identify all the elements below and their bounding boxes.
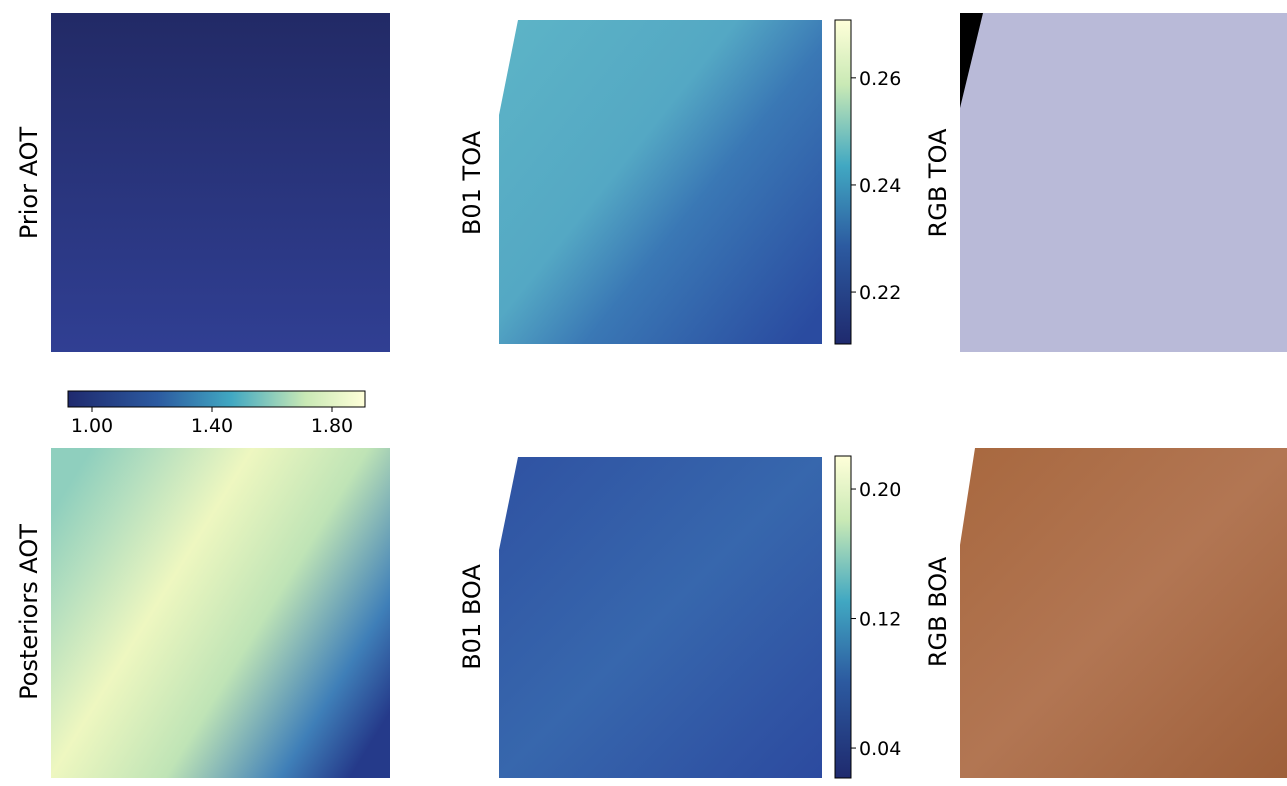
page: {"panels": [ {"label": "Prior AOT"}, {"l… [0,0,1287,786]
tick-label: 0.04 [859,738,901,760]
figure: Prior AOT B01 TOA RGB TOA Posteriors AOT… [0,0,1287,782]
panel-label: Posteriors AOT [15,524,43,700]
tick-label: 1.40 [191,415,233,437]
tick-label: 0.26 [859,68,901,90]
image-b01-toa [499,20,822,344]
panel-label: Prior AOT [15,127,43,240]
tick-label: 1.80 [311,415,353,437]
tick-label: 1.00 [71,415,113,437]
image-rgb-boa [960,448,1287,778]
tick-label: 0.22 [859,282,901,304]
panel-label: B01 BOA [458,564,486,670]
tick-label: 0.24 [859,175,901,197]
tick-label: 0.12 [859,609,901,631]
colorbar [835,456,851,778]
image-rgb-toa [960,13,1287,352]
colorbar [68,391,365,407]
panel-label: RGB BOA [924,556,952,667]
panel-label: RGB TOA [924,128,952,237]
panel-label: B01 TOA [458,130,486,235]
tick-label: 0.20 [859,479,901,501]
image-prior-aot [51,13,390,352]
image-posteriors-aot [51,448,390,778]
colorbar [835,20,851,344]
image-b01-boa [499,457,822,778]
